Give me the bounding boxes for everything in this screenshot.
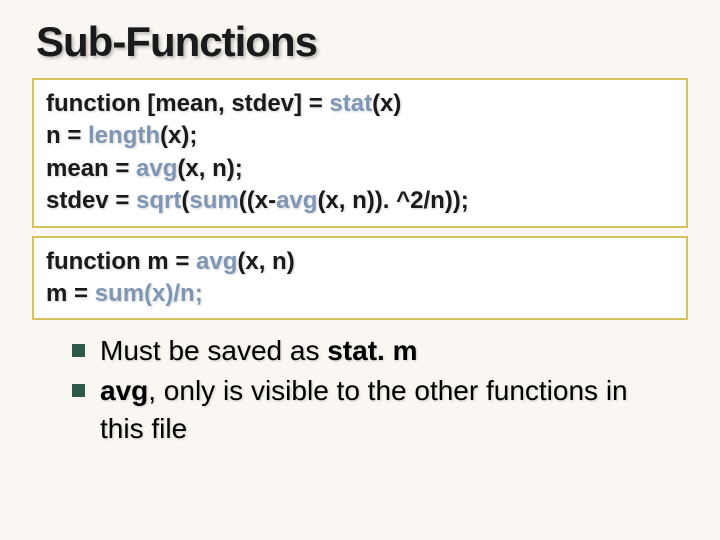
code-line: m = sum(x)/n; bbox=[46, 278, 674, 310]
code-line: function [mean, stdev] = stat(x) bbox=[46, 88, 674, 120]
slide-title: Sub-Functions bbox=[36, 18, 684, 66]
bullet-text-bold: stat. m bbox=[327, 335, 417, 366]
code-text: (x); bbox=[160, 122, 197, 149]
code-line: n = length(x); bbox=[46, 120, 674, 152]
code-text: n = bbox=[46, 122, 88, 149]
func-name: sum bbox=[189, 187, 238, 214]
code-text: ((x- bbox=[239, 187, 276, 214]
bullet-list: Must be saved as stat. m avg, only is vi… bbox=[72, 332, 674, 447]
bullet-item: Must be saved as stat. m bbox=[72, 332, 674, 370]
bullet-text: Must be saved as bbox=[100, 335, 327, 366]
code-text: (x, n)). ^2/n)); bbox=[317, 187, 468, 214]
func-name: sum(x)/n; bbox=[95, 280, 203, 307]
code-line: function m = avg(x, n) bbox=[46, 246, 674, 278]
bullet-text: , only is visible to the other functions… bbox=[100, 375, 628, 444]
code-line: mean = avg(x, n); bbox=[46, 153, 674, 185]
func-name: avg bbox=[136, 155, 177, 182]
code-text: (x, n) bbox=[237, 248, 294, 275]
bullet-square-icon bbox=[72, 344, 85, 357]
code-text: (x) bbox=[372, 90, 401, 117]
code-box-1: function [mean, stdev] = stat(x) n = len… bbox=[32, 78, 688, 228]
func-name: sqrt bbox=[136, 187, 181, 214]
code-text: function m = bbox=[46, 248, 196, 275]
slide: Sub-Functions function [mean, stdev] = s… bbox=[0, 0, 720, 448]
code-text: function [mean, stdev] = bbox=[46, 90, 329, 117]
func-name: avg bbox=[276, 187, 317, 214]
bullet-item: avg, only is visible to the other functi… bbox=[72, 372, 674, 448]
code-text: m = bbox=[46, 280, 95, 307]
func-name: length bbox=[88, 122, 160, 149]
code-text: mean = bbox=[46, 155, 136, 182]
func-name: stat bbox=[329, 90, 372, 117]
code-box-2: function m = avg(x, n) m = sum(x)/n; bbox=[32, 236, 688, 321]
bullet-square-icon bbox=[72, 384, 85, 397]
code-line: stdev = sqrt(sum((x-avg(x, n)). ^2/n)); bbox=[46, 185, 674, 217]
bullet-text-bold: avg bbox=[100, 375, 148, 406]
code-text: stdev = bbox=[46, 187, 136, 214]
func-name: avg bbox=[196, 248, 237, 275]
code-text: (x, n); bbox=[177, 155, 242, 182]
